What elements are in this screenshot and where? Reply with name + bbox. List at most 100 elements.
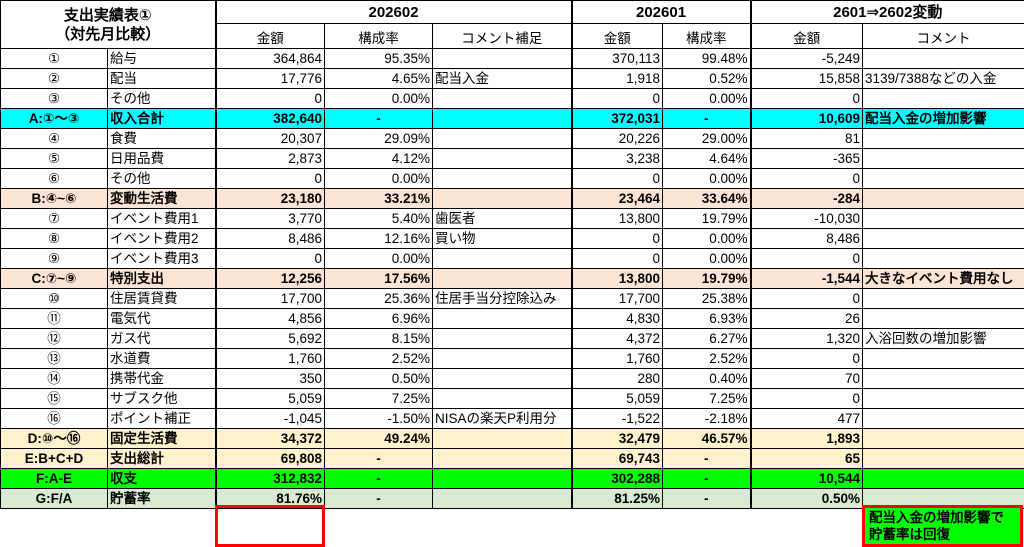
current-amount: 350 [214,368,326,389]
row-label: 住居賃貸費 [106,288,217,309]
previous-amount: 13,800 [570,208,664,229]
col-chg-amount: 金額 [749,23,864,49]
change-comment [862,248,1024,269]
current-rate: 4.12% [324,148,434,169]
col-chg-comment: コメント [862,23,1024,49]
row-label: 固定生活費 [106,428,217,449]
current-comment [432,388,573,409]
row-number: ⑥ [0,168,108,189]
change-amount: -284 [749,188,864,209]
current-amount: 5,692 [214,328,326,349]
current-comment [432,468,573,489]
change-amount: 0 [749,88,864,109]
current-comment [432,188,573,209]
title-line2: （対先月比較） [55,25,161,43]
row-number: ⑪ [0,308,108,329]
row-number: F:A-E [0,468,108,489]
current-rate: - [324,108,434,129]
change-comment [862,308,1024,329]
table-row: ⑮ サブスク他 5,059 7.25% 5,059 7.25% 0 [0,388,1024,409]
current-rate: 2.52% [324,348,434,369]
previous-rate: 29.00% [662,128,752,149]
current-comment: 歯医者 [432,208,573,229]
final-note-box: 配当入金の増加影響で 貯蓄率は回復 [862,505,1023,547]
previous-rate: 7.25% [662,388,752,409]
row-number: ⑩ [0,288,108,309]
row-label: 電気代 [106,308,217,329]
col-prev-rate: 構成率 [662,23,752,49]
current-comment [432,488,573,509]
current-amount: 8,486 [214,228,326,249]
table-row: ⑦ イベント費用1 3,770 5.40% 歯医者 13,800 19.79% -10,030 [0,208,1024,229]
change-amount: -5,249 [749,48,864,69]
row-label: 日用品費 [106,148,217,169]
current-rate: 6.96% [324,308,434,329]
previous-amount: 4,830 [570,308,664,329]
current-rate: 0.50% [324,368,434,389]
table-row: B:④~⑥ 変動生活費 23,180 33.21% 23,464 33.64% -284 [0,188,1024,209]
previous-rate: 25.38% [662,288,752,309]
period-current-header: 202602 [214,0,573,24]
current-rate: - [324,488,434,509]
previous-rate: 19.79% [662,268,752,289]
row-number: ① [0,48,108,69]
current-rate: 5.40% [324,208,434,229]
row-number: ⑯ [0,408,108,429]
change-comment [862,348,1024,369]
table-row: ① 給与 364,864 95.35% 370,113 99.48% -5,249 [0,48,1024,69]
current-rate: - [324,448,434,469]
current-amount: 20,307 [214,128,326,149]
previous-rate: -2.18% [662,408,752,429]
change-amount: 70 [749,368,864,389]
row-label: その他 [106,168,217,189]
row-number: ⑬ [0,348,108,369]
report-title: 支出実績表① （対先月比較） [0,0,217,49]
change-amount: 81 [749,128,864,149]
current-comment [432,328,573,349]
current-rate: 8.15% [324,328,434,349]
title-line1: 支出実績表① [63,6,152,24]
table-row: A:①～③ 収入合計 382,640-372,031-10,609 配当入金の増加影響 [0,108,1024,129]
change-amount: 0 [749,388,864,409]
change-comment [862,368,1024,389]
previous-rate: 6.93% [662,308,752,329]
previous-amount: 0 [570,88,664,109]
table-row: ⑬ 水道費 1,760 2.52% 1,760 2.52% 0 [0,348,1024,369]
table-row: ⑯ ポイント補正 -1,045 -1.50% NISAの楽天P利用分 -1,522 -2.1… [0,408,1024,429]
current-comment [432,108,573,129]
row-number: D:⑩～⑯ [0,428,108,449]
current-amount: 5,059 [214,388,326,409]
previous-amount: 0 [570,228,664,249]
previous-rate: 0.00% [662,248,752,269]
current-rate: 12.16% [324,228,434,249]
table-row: ⑭ 携帯代金 350 0.50% 280 0.40% 70 [0,368,1024,389]
row-number: C:⑦~⑨ [0,268,108,289]
change-amount: 0 [749,348,864,369]
row-label: 支出総計 [106,448,217,469]
change-comment [862,428,1024,449]
current-amount: 0 [214,88,326,109]
current-rate: -1.50% [324,408,434,429]
current-comment [432,148,573,169]
expense-report-table: 支出実績表① （対先月比較） 202602 202601 2601⇒2602変動 … [0,0,1024,509]
previous-rate: 0.00% [662,168,752,189]
change-comment [862,228,1024,249]
previous-amount: 302,288 [570,468,664,489]
table-row: F:A-E 収支 312,832-302,288-10,544 [0,468,1024,489]
change-comment [862,208,1024,229]
previous-rate: 0.00% [662,88,752,109]
change-amount: -10,030 [749,208,864,229]
change-amount: 1,320 [749,328,864,349]
current-amount: 69,808 [214,448,326,469]
previous-amount: 20,226 [570,128,664,149]
col-cur-rate: 構成率 [324,23,434,49]
row-number: ⑭ [0,368,108,389]
current-comment [432,248,573,269]
table-row: C:⑦~⑨ 特別支出 12,256 17.56% 13,800 19.79% -1,544 大… [0,268,1024,289]
current-amount: 81.76% [214,488,326,509]
current-amount: 4,856 [214,308,326,329]
table-body: ① 給与 364,864 95.35% 370,113 99.48% -5,249 ② 配当 17… [0,48,1024,509]
row-label: 特別支出 [106,268,217,289]
col-cur-comment: コメント補足 [432,23,573,49]
current-amount: 23,180 [214,188,326,209]
